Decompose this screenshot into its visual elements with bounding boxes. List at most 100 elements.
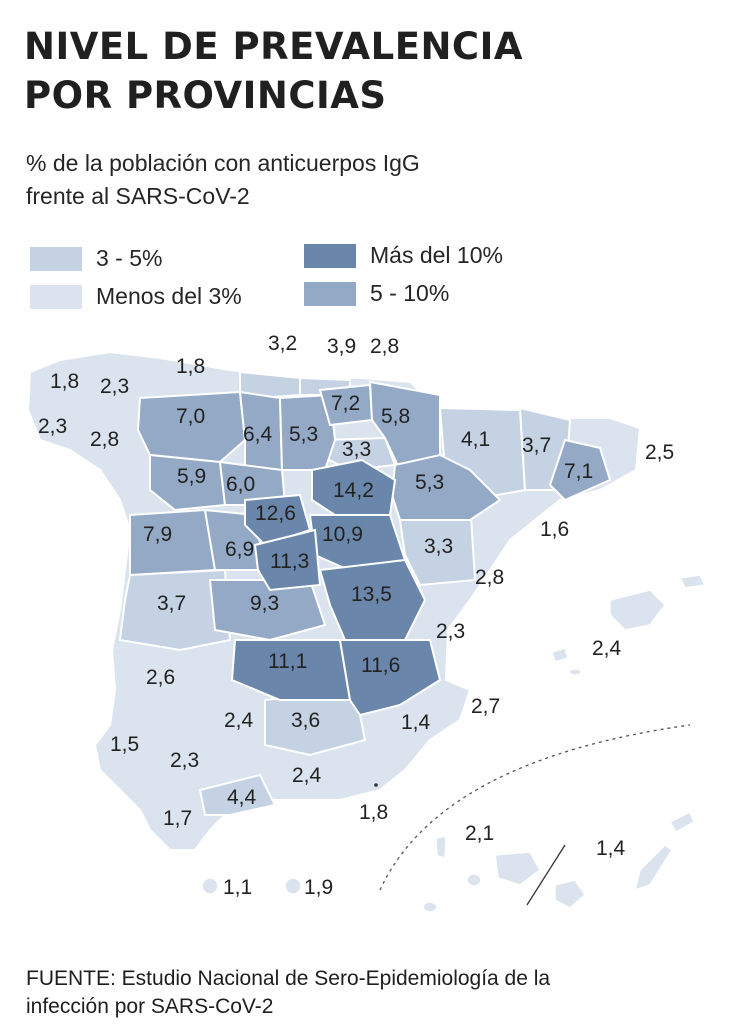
island-ibiza [551,647,569,663]
canary-divider-line [526,844,566,906]
legend-label-mas-10: Más del 10% [370,242,503,268]
label-asturias: 1,8 [176,355,205,378]
label-malaga: 4,4 [227,786,257,809]
legend-swatch-5-10 [304,281,356,306]
subtitle: % de la población con anticuerpos IgG fr… [26,147,420,213]
region-ciudad-real [230,639,352,701]
label-ourense: 2,8 [90,428,119,451]
label-almeria: 1,8 [359,801,388,824]
label-badajoz: 2,6 [146,666,175,689]
island-fuerteventura [633,844,674,892]
label-zaragoza: 5,3 [415,471,444,494]
label-tarragona: 1,6 [540,518,569,541]
title-line-2: POR PROVINCIAS [24,74,387,117]
region-malaga [198,773,277,816]
label-cordoba: 2,4 [224,709,254,732]
island-gran-canaria [554,879,586,909]
label-cadiz: 1,7 [163,807,192,830]
title-line-1: NIVEL DE PREVALENCIA [24,25,523,68]
page-title: NIVEL DE PREVALENCIA POR PROVINCIAS [24,22,523,120]
legend-item-menos-3: Menos del 3% [30,283,242,310]
legend-item-5-10: 5 - 10% [304,280,449,307]
label-madrid: 11,3 [270,550,309,573]
subtitle-line-2: frente al SARS-CoV-2 [26,183,250,209]
island-formentera [568,668,582,676]
region-albacete [338,639,442,717]
label-caceres: 3,7 [157,592,186,615]
label-segovia: 12,6 [255,502,296,525]
label-barcelona: 7,1 [564,460,593,483]
label-huelva: 1,5 [110,733,139,756]
label-valencia: 2,3 [436,620,465,643]
label-zamora: 5,9 [177,465,206,488]
source-line-1: FUENTE: Estudio Nacional de Sero-Epidemi… [26,967,551,990]
almeria-marker-dot [374,783,378,787]
legend-item-mas-10: Más del 10% [304,242,503,269]
city-ceuta-shape [201,877,219,895]
label-granada: 2,4 [292,764,322,787]
region-cantabria [239,370,301,400]
island-la-gomera [466,873,482,887]
value-labels: 1,8 2,3 1,8 3,2 3,9 2,8 2,3 2,8 7,0 6,4 … [38,332,674,899]
label-lugo: 2,3 [100,375,129,398]
island-el-hierro [422,901,438,913]
label-leon: 7,0 [176,405,205,428]
label-soria: 14,2 [333,479,374,502]
label-albacete: 11,6 [361,654,400,677]
label-burgos: 5,3 [289,423,318,446]
island-tenerife [494,851,541,886]
source-note: FUENTE: Estudio Nacional de Sero-Epidemi… [26,965,550,1021]
islands [201,574,707,913]
island-la-palma [435,835,447,859]
label-cuenca: 13,5 [351,583,392,606]
legend-swatch-3-5 [30,246,82,271]
region-zaragoza [390,453,502,521]
label-guadalajara: 10,9 [322,523,363,546]
label-pontevedra: 2,3 [38,415,67,438]
label-jaen: 3,6 [291,709,320,732]
label-bizkaia: 3,9 [327,335,356,358]
label-melilla: 1,9 [304,876,333,899]
label-castellon: 2,8 [475,566,504,589]
label-teruel: 3,3 [424,535,453,558]
label-girona: 2,5 [645,441,674,464]
island-menorca [678,574,707,589]
label-a-coruna: 1,8 [50,370,79,393]
label-las-palmas: 1,4 [596,837,626,860]
regions-5-10 [129,380,612,642]
region-madrid [253,528,322,592]
label-murcia: 1,4 [401,711,431,734]
source-line-2: infección por SARS-CoV-2 [26,995,274,1018]
label-valladolid: 6,0 [226,473,255,496]
legend-swatch-mas-10 [304,243,356,268]
label-alicante: 2,7 [471,695,500,718]
label-sevilla: 2,3 [170,749,199,772]
label-gipuzkoa: 2,8 [370,335,399,358]
city-melilla-shape [284,877,302,895]
label-salamanca: 7,9 [143,523,172,546]
label-ceuta: 1,1 [223,876,252,899]
subtitle-line-1: % de la población con anticuerpos IgG [26,150,420,176]
legend-label-3-5: 3 - 5% [96,245,163,271]
regions-mas-10 [230,458,442,717]
label-alava: 7,2 [331,392,360,415]
legend-label-menos-3: Menos del 3% [96,283,242,309]
island-mallorca [609,589,666,631]
label-la-rioja: 3,3 [342,438,371,461]
label-santa-cruz-tenerife: 2,1 [465,822,494,845]
island-lanzarote [668,810,695,834]
legend-item-3-5: 3 - 5% [30,245,162,272]
legend-swatch-menos-3 [30,284,82,309]
canary-inset-arc [379,724,691,891]
label-lleida: 3,7 [522,434,551,457]
label-navarra: 5,8 [381,405,410,428]
label-avila: 6,9 [225,538,254,561]
label-palencia: 6,4 [243,423,273,446]
region-barcelona [548,438,612,502]
legend-label-5-10: 5 - 10% [370,280,450,306]
region-zamora [149,453,227,512]
label-islas-baleares: 2,4 [592,637,622,660]
label-huesca: 4,1 [461,428,490,451]
label-toledo: 9,3 [250,592,279,615]
